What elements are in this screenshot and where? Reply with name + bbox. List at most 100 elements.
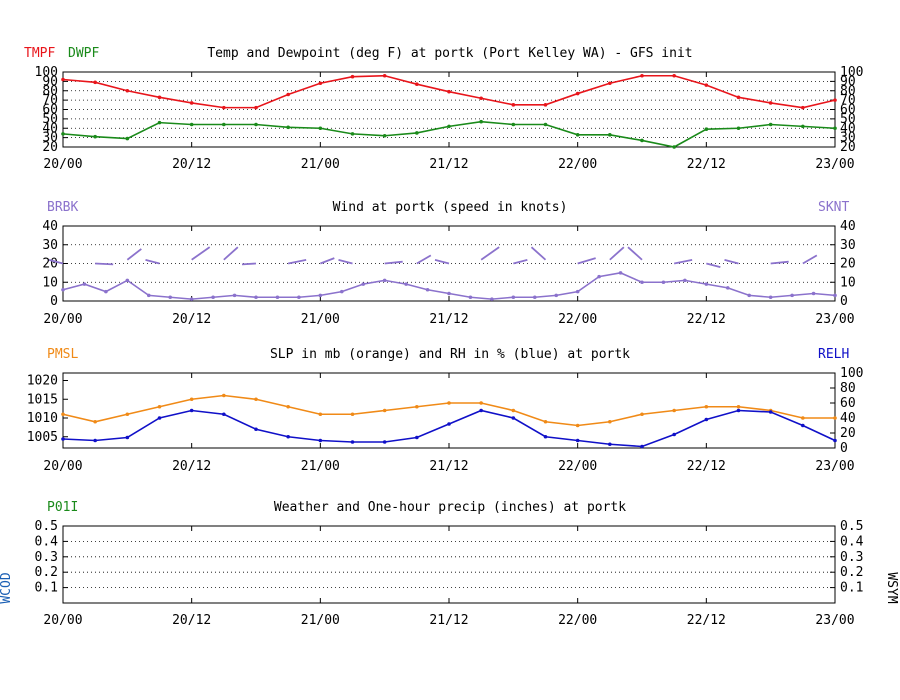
- y-tick-label: 50: [42, 112, 58, 127]
- pmsl-point: [447, 401, 451, 405]
- relh-point: [575, 438, 580, 443]
- dwpf-point: [768, 122, 773, 127]
- pmsl-point: [672, 408, 676, 413]
- y-tick-label: 1015: [27, 392, 58, 407]
- relh-point: [640, 444, 644, 449]
- y-tick-label: 60: [42, 103, 58, 118]
- relh-label: RELH: [818, 347, 849, 362]
- y-tick-label: 0.4: [35, 534, 59, 549]
- x-tick-label: 20/12: [172, 157, 211, 172]
- sknt-point: [339, 289, 344, 294]
- relh-line: [62, 409, 836, 448]
- precip-plot-frame: [62, 525, 836, 604]
- dwpf-point: [93, 134, 97, 139]
- pmsl-point: [157, 404, 162, 409]
- sknt-point: [189, 297, 194, 301]
- y-tick-label-right: 40: [840, 121, 856, 136]
- pmsl-line: [62, 394, 835, 427]
- pmsl-point: [479, 401, 483, 405]
- pmsl-label: PMSL: [47, 347, 78, 362]
- y-tick-label-right: 0.3: [840, 550, 863, 565]
- tmpf-point: [382, 73, 387, 78]
- x-tick-label: 22/00: [558, 613, 597, 628]
- dwpf-point: [479, 119, 483, 124]
- relh-point: [382, 440, 387, 444]
- tmpf-point: [254, 105, 258, 110]
- wind-barb: [338, 259, 353, 265]
- relh-point: [318, 438, 323, 443]
- dwpf-label: DWPF: [68, 46, 99, 61]
- wind-barb: [191, 246, 211, 261]
- slp-panel: PMSL SLP in mb (orange) and RH in % (blu…: [27, 347, 864, 474]
- y-tick-label-right: 0: [840, 441, 848, 456]
- y-tick-label: 40: [42, 121, 58, 136]
- y-tick-label-right: 0: [840, 294, 848, 309]
- wind-barb: [530, 246, 547, 261]
- wind-barb: [287, 259, 307, 265]
- pmsl-point: [575, 423, 580, 428]
- y-tick-label-right: 60: [840, 103, 856, 118]
- sknt-point: [425, 287, 430, 292]
- x-tick-label: 21/00: [301, 312, 340, 327]
- y-tick-label-right: 50: [840, 112, 856, 127]
- dwpf-point: [157, 120, 162, 125]
- y-tick-label: 1010: [27, 411, 58, 426]
- x-tick-label: 20/00: [43, 157, 82, 172]
- wind-title: Wind at portk (speed in knots): [333, 200, 568, 215]
- pmsl-point: [704, 404, 709, 409]
- sknt-point: [146, 293, 151, 298]
- wind-barb: [513, 259, 528, 265]
- wcod-label: WCOD: [0, 572, 14, 603]
- sknt-point: [597, 274, 601, 279]
- sknt-point: [683, 278, 687, 283]
- slp-plot-frame: [62, 372, 836, 449]
- x-tick-label: 22/00: [558, 157, 597, 172]
- tmpf-point: [543, 103, 548, 107]
- brbk-label: BRBK: [47, 200, 78, 215]
- x-tick-label: 22/12: [687, 459, 726, 474]
- dwpf-point: [833, 126, 837, 131]
- relh-point: [511, 416, 516, 420]
- y-tick-label: 30: [42, 238, 58, 253]
- dwpf-point: [704, 127, 709, 131]
- relh-point: [93, 438, 97, 443]
- sknt-point: [490, 297, 494, 301]
- sknt-point: [297, 295, 301, 300]
- wind-barb: [706, 262, 721, 268]
- tmpf-point: [189, 101, 194, 105]
- x-tick-label: 20/00: [43, 459, 82, 474]
- sknt-point: [790, 293, 794, 298]
- y-tick-label: 70: [42, 93, 58, 108]
- sknt-point: [61, 287, 65, 292]
- sknt-point: [640, 280, 644, 285]
- x-tick-label: 20/12: [172, 312, 211, 327]
- tmpf-point: [672, 73, 676, 78]
- wind-barb: [416, 254, 432, 265]
- pmsl-point: [543, 419, 548, 424]
- sknt-point: [404, 282, 408, 286]
- temp-title: Temp and Dewpoint (deg F) at portk (Port…: [207, 46, 692, 61]
- y-tick-label: 80: [42, 84, 58, 99]
- sknt-point: [211, 295, 215, 300]
- sknt-point: [104, 289, 108, 294]
- tmpf-point: [318, 81, 323, 86]
- x-tick-label: 22/12: [687, 613, 726, 628]
- y-tick-label-right: 60: [840, 396, 856, 411]
- sknt-point: [125, 278, 130, 283]
- pmsl-point: [736, 404, 741, 409]
- dwpf-point: [447, 124, 451, 129]
- wind-barb: [627, 246, 643, 261]
- y-tick-label: 100: [35, 65, 58, 80]
- dwpf-point: [61, 132, 65, 136]
- dwpf-point: [511, 122, 516, 127]
- relh-point: [736, 408, 741, 413]
- precip-panel: P01I Weather and One-hour precip (inches…: [0, 500, 899, 628]
- pmsl-point: [318, 412, 323, 417]
- x-tick-label: 22/12: [687, 312, 726, 327]
- sknt-point: [511, 295, 516, 300]
- tmpf-point: [608, 81, 612, 86]
- relh-point: [125, 435, 130, 440]
- y-tick-label: 20: [42, 140, 58, 155]
- x-tick-label: 23/00: [815, 312, 854, 327]
- y-tick-label: 0.2: [35, 565, 58, 580]
